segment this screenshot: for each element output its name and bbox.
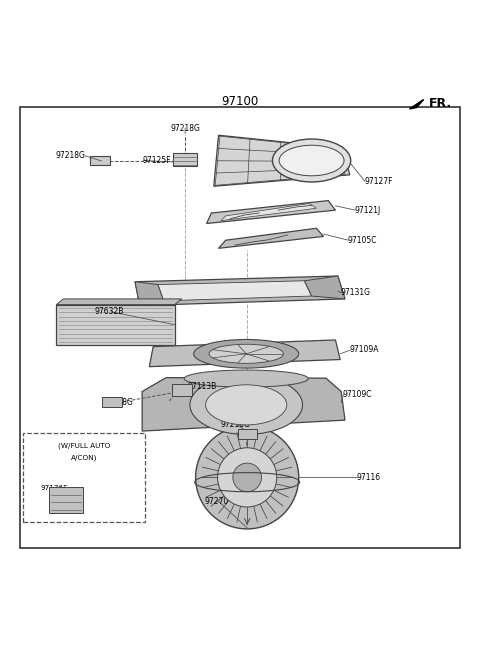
Ellipse shape bbox=[233, 463, 262, 491]
Text: 97218G: 97218G bbox=[221, 420, 251, 430]
Text: 97113B: 97113B bbox=[188, 382, 217, 391]
Bar bbox=[238, 429, 257, 440]
Text: 97270: 97270 bbox=[204, 497, 228, 506]
Polygon shape bbox=[214, 135, 350, 187]
Text: 97105C: 97105C bbox=[348, 236, 377, 244]
Text: A/CON): A/CON) bbox=[71, 455, 97, 461]
Polygon shape bbox=[218, 228, 324, 248]
Polygon shape bbox=[135, 282, 164, 306]
Text: 97109C: 97109C bbox=[343, 390, 372, 399]
Text: 97218G: 97218G bbox=[55, 151, 85, 160]
Ellipse shape bbox=[184, 370, 308, 387]
Polygon shape bbox=[206, 200, 336, 223]
Circle shape bbox=[196, 426, 299, 529]
Ellipse shape bbox=[273, 139, 351, 182]
Ellipse shape bbox=[279, 145, 344, 176]
Polygon shape bbox=[135, 276, 345, 306]
Polygon shape bbox=[221, 204, 316, 221]
Text: 97131G: 97131G bbox=[340, 288, 370, 297]
Polygon shape bbox=[149, 340, 340, 367]
Bar bbox=[90, 156, 110, 166]
Bar bbox=[172, 384, 192, 396]
Text: (W/FULL AUTO: (W/FULL AUTO bbox=[58, 442, 110, 449]
Bar bbox=[173, 153, 197, 166]
Polygon shape bbox=[158, 281, 312, 301]
Ellipse shape bbox=[205, 385, 287, 425]
Ellipse shape bbox=[190, 375, 302, 434]
Text: 97127F: 97127F bbox=[364, 177, 393, 186]
Text: 97125F: 97125F bbox=[142, 156, 171, 165]
Ellipse shape bbox=[194, 340, 299, 368]
Text: 97176E: 97176E bbox=[41, 486, 69, 491]
Ellipse shape bbox=[217, 448, 277, 507]
Bar bbox=[102, 397, 121, 407]
Text: 97218G: 97218G bbox=[170, 124, 200, 133]
Polygon shape bbox=[142, 378, 345, 431]
Text: FR.: FR. bbox=[429, 97, 452, 110]
Bar bbox=[23, 434, 144, 522]
Text: 97109A: 97109A bbox=[350, 346, 379, 355]
Bar bbox=[56, 305, 175, 345]
Text: 97121J: 97121J bbox=[355, 206, 381, 215]
Ellipse shape bbox=[209, 344, 283, 363]
Bar bbox=[49, 487, 84, 513]
Polygon shape bbox=[56, 299, 182, 305]
Text: 97100: 97100 bbox=[221, 95, 259, 108]
Text: 97116: 97116 bbox=[357, 473, 381, 482]
Text: 97218G: 97218G bbox=[104, 398, 134, 407]
Polygon shape bbox=[304, 276, 345, 299]
Text: 97632B: 97632B bbox=[95, 307, 124, 316]
Polygon shape bbox=[409, 99, 424, 109]
